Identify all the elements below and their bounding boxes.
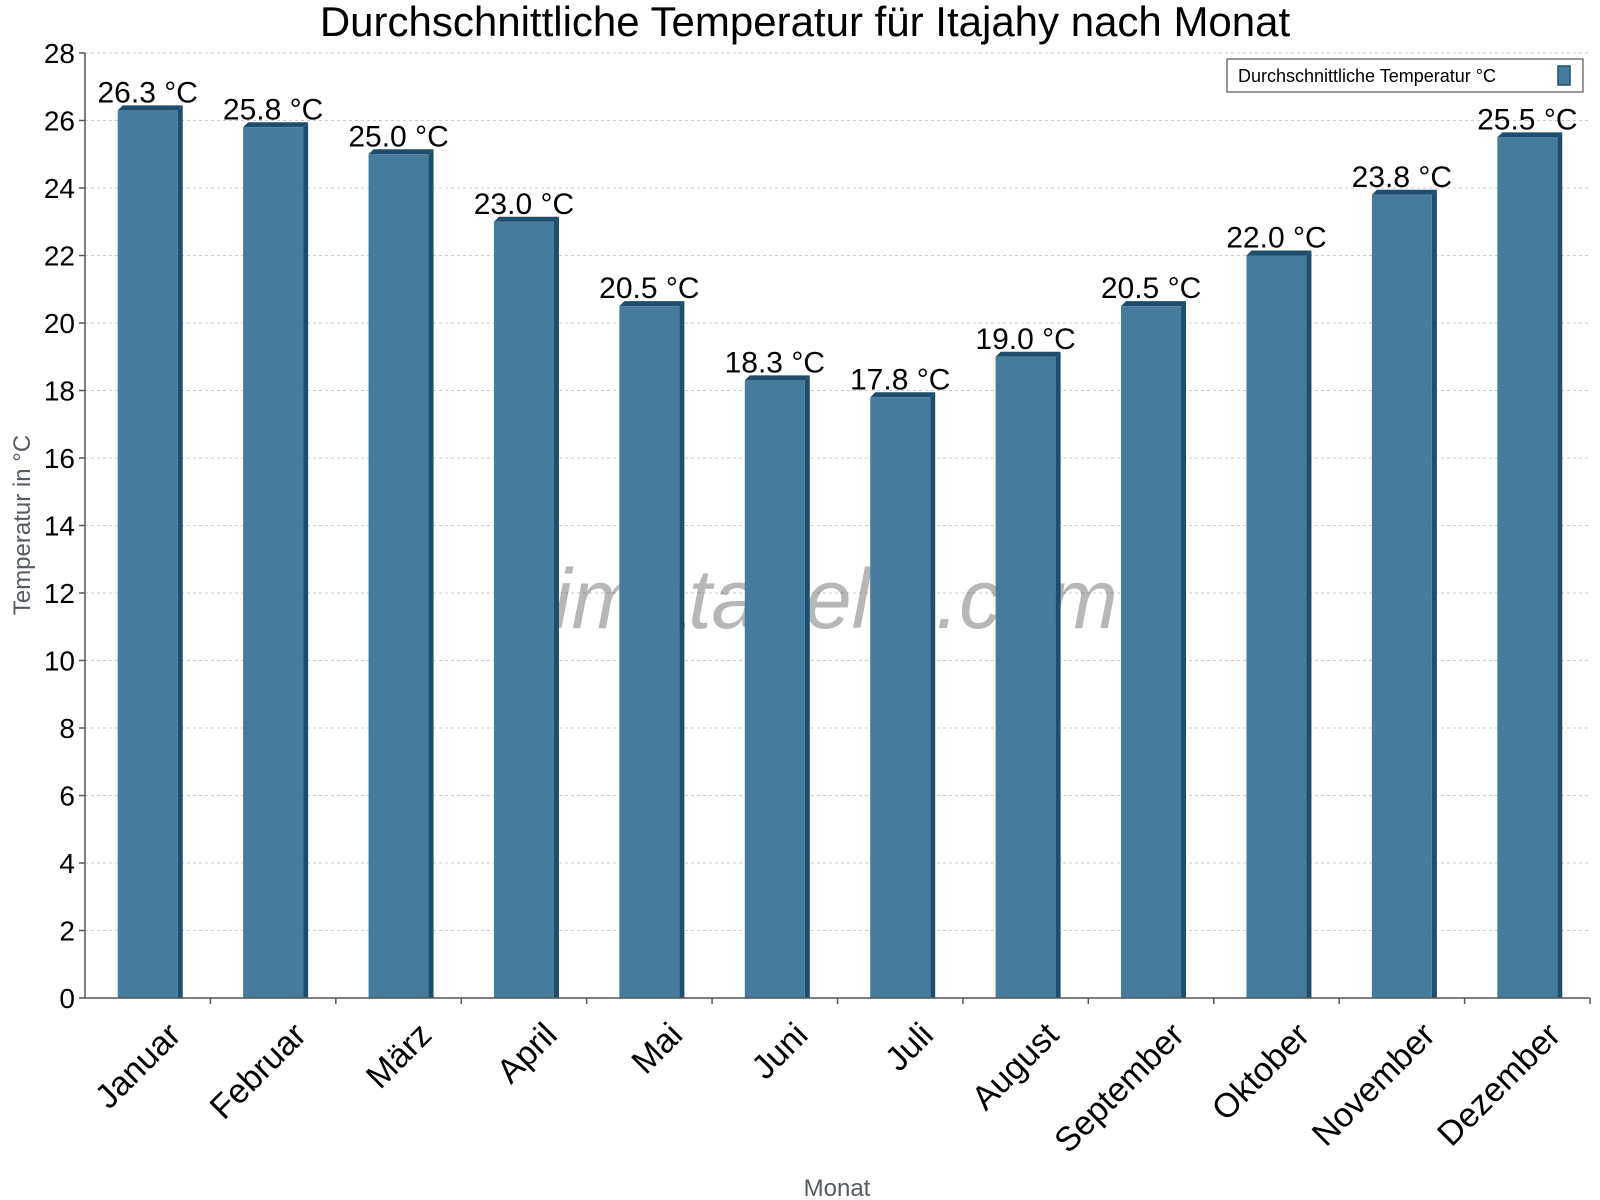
y-tick-label: 22 [44,241,75,272]
chart-title: Durchschnittliche Temperatur für Itajahy… [320,0,1291,45]
bar [243,127,304,998]
y-tick-label: 16 [44,443,75,474]
x-tick-label: April [490,1016,565,1091]
bar-top [1121,301,1187,307]
x-tick-label: August [965,1015,1067,1117]
data-label: 26.3 °C [98,76,198,109]
bar-side [177,105,183,998]
bar-side [1055,351,1061,998]
data-label: 23.8 °C [1352,161,1452,194]
bar-side [1306,250,1312,998]
bar-side [553,216,559,998]
y-tick-label: 6 [59,781,75,812]
x-tick-label: Mai [624,1016,690,1082]
bar-top [493,216,559,222]
data-label: 18.3 °C [725,346,825,379]
legend-label: Durchschnittliche Temperatur °C [1238,66,1496,86]
legend-swatch [1557,65,1571,86]
y-tick-label: 18 [44,376,75,407]
bar-top [870,392,936,398]
bar [870,397,931,998]
bar-top [243,122,309,128]
bar-side [930,392,936,998]
bar-side [303,122,309,998]
y-tick-label: 20 [44,308,75,339]
y-axis-label: Temperatur in °C [9,435,36,615]
x-axis-label: Monat [804,1175,871,1200]
x-tick-label: Oktober [1205,1016,1317,1128]
y-tick-label: 0 [59,983,75,1014]
y-tick-label: 28 [44,38,75,69]
bar-side [1557,132,1563,998]
bar-side [1431,189,1437,998]
data-label: 25.0 °C [348,120,448,153]
y-tick-label: 12 [44,578,75,609]
y-tick-label: 14 [44,511,75,542]
bar-top [744,375,810,381]
gridlines [85,52,1590,931]
y-tick-label: 26 [44,106,75,137]
data-label: 17.8 °C [850,363,950,396]
bars [117,105,1563,998]
bar [1246,255,1307,998]
data-label: 23.0 °C [474,188,574,221]
x-tick-label: November [1305,1016,1443,1154]
x-tick-label: März [359,1016,439,1096]
x-tick-label: Januar [88,1016,188,1116]
y-tick-label: 24 [44,173,75,204]
x-ticks: Januar Februar März April Mai Juni Juli AugustS… [88,998,1591,1160]
bar-side [679,301,685,998]
data-label: 22.0 °C [1226,222,1326,255]
bar-top [1246,250,1312,256]
y-tick-label: 4 [59,848,75,879]
bar [995,356,1056,998]
bar-side [1181,301,1187,998]
y-tick-label: 8 [59,713,75,744]
bar-side [428,149,434,998]
bar-top [1371,189,1437,195]
bar-side [804,375,810,998]
data-label: 20.5 °C [1101,272,1201,305]
data-label: 25.5 °C [1477,103,1577,136]
bar-top [995,351,1061,357]
legend-box [1226,58,1584,93]
bar [1497,137,1558,998]
bar-top [368,149,434,155]
bar [368,154,429,998]
data-label: 25.8 °C [223,93,323,126]
data-label: 20.5 °C [599,272,699,305]
bar [744,380,805,998]
data-label: 19.0 °C [975,323,1075,356]
bar [619,306,680,998]
bar-top [619,301,685,307]
bar [117,110,178,998]
bar [1371,194,1432,998]
bar [1121,306,1182,998]
bar [493,221,554,998]
x-tick-label: Juni [744,1016,815,1087]
x-tick-label: Dezember [1430,1016,1568,1154]
y-tick-label: 2 [59,916,75,947]
x-tick-label: Februar [203,1016,314,1127]
x-tick-label: Juli [878,1016,941,1079]
bar-top [117,105,183,111]
bar-top [1497,132,1563,138]
y-tick-label: 10 [44,646,75,677]
data-labels: 26.3 °C 25.8 °C 25.0 °C 23.0 °C 20.5 °C 18.3 … [98,76,1578,396]
x-tick-label: September [1047,1016,1191,1160]
legend: Durchschnittliche Temperatur °C [1226,58,1584,93]
